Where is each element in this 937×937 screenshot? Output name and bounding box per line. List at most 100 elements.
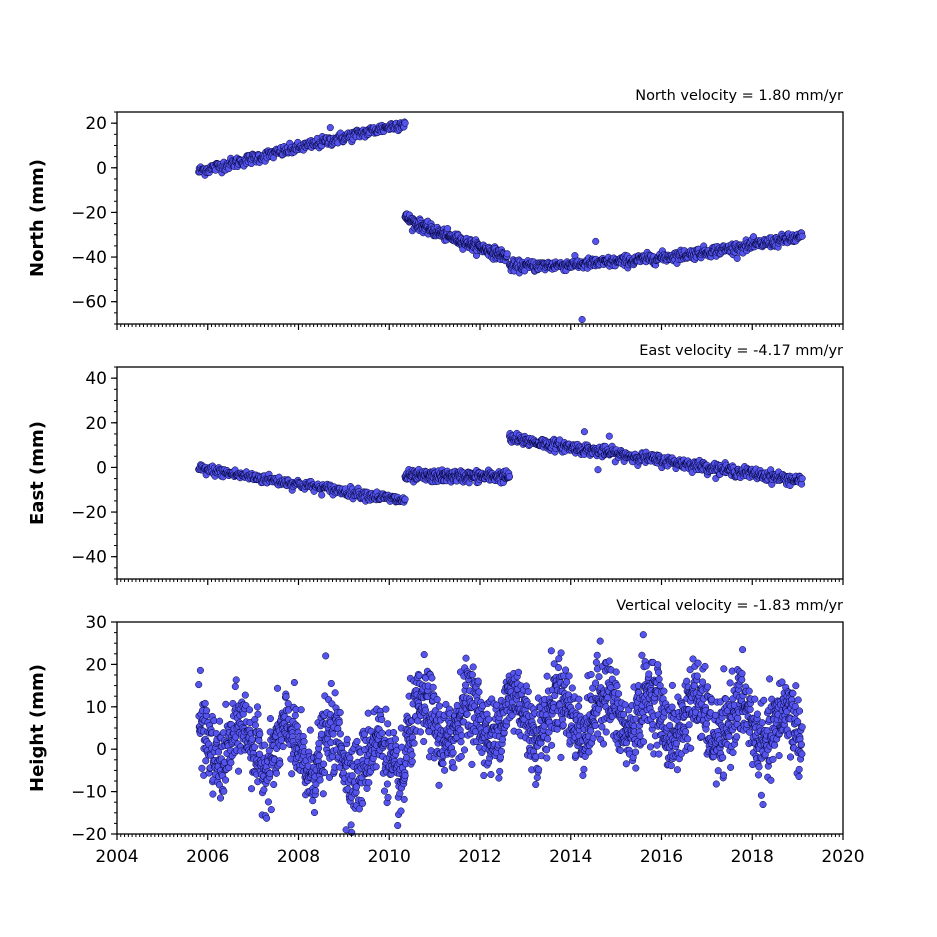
data-point <box>222 700 230 708</box>
data-point <box>602 728 610 736</box>
data-point <box>318 491 326 499</box>
north-y-axis-label: North (mm) <box>27 159 48 277</box>
data-point <box>557 753 565 761</box>
data-point <box>632 748 640 756</box>
data-point <box>682 728 690 736</box>
data-point <box>592 658 600 666</box>
data-point <box>276 760 284 768</box>
y-tick-label: 40 <box>85 369 107 389</box>
data-point <box>391 735 399 743</box>
data-point <box>760 696 768 704</box>
data-point <box>734 714 742 722</box>
data-point <box>457 738 465 746</box>
y-tick-label: 0 <box>96 458 107 478</box>
data-point <box>495 774 503 782</box>
data-point <box>694 659 702 667</box>
data-point <box>449 749 457 757</box>
data-point <box>315 752 323 760</box>
data-point <box>758 719 766 727</box>
data-point <box>384 793 392 801</box>
data-point <box>645 670 653 678</box>
data-point <box>592 237 600 245</box>
data-point <box>401 495 409 503</box>
data-point <box>263 814 271 822</box>
data-point <box>415 671 423 680</box>
data-point <box>383 780 391 788</box>
data-point <box>557 649 565 657</box>
data-point <box>266 715 274 723</box>
data-point <box>319 790 327 798</box>
data-point <box>253 703 262 711</box>
data-point <box>580 765 588 773</box>
data-point <box>335 719 343 727</box>
data-point <box>563 678 571 686</box>
data-point <box>400 795 408 803</box>
data-point <box>231 682 239 691</box>
data-point <box>251 721 259 729</box>
east-panel: East velocity = -4.17 mm/yr 40200−20−40 … <box>27 343 844 585</box>
data-point <box>565 672 573 680</box>
data-point <box>353 737 361 745</box>
data-point <box>798 232 806 240</box>
data-point <box>234 767 243 775</box>
data-point <box>428 674 436 682</box>
data-point <box>554 664 563 672</box>
data-point <box>754 771 763 779</box>
data-point <box>284 700 292 708</box>
data-point <box>798 750 806 758</box>
data-point <box>562 666 570 674</box>
data-point <box>480 771 488 780</box>
data-point <box>468 671 476 679</box>
north-panel: North velocity = 1.80 mm/yr 200−20−40−60… <box>27 88 844 330</box>
data-point <box>655 750 663 758</box>
data-point <box>260 786 268 794</box>
data-point <box>745 687 753 695</box>
data-point <box>753 710 761 718</box>
data-point <box>460 746 469 754</box>
data-point <box>719 771 728 779</box>
data-point <box>458 731 466 739</box>
data-point <box>769 755 777 763</box>
data-point <box>587 670 595 679</box>
data-point <box>322 652 330 660</box>
y-tick-label: −20 <box>71 503 107 523</box>
data-point <box>503 250 511 258</box>
data-point <box>216 717 224 725</box>
data-point <box>738 670 746 678</box>
data-point <box>329 730 337 738</box>
data-point <box>378 716 386 724</box>
data-point <box>599 740 608 748</box>
data-point <box>312 787 320 795</box>
data-point <box>714 767 722 775</box>
data-point <box>497 747 506 755</box>
data-point <box>638 651 646 659</box>
data-point <box>668 681 676 689</box>
data-point <box>702 720 711 728</box>
data-point <box>639 738 648 746</box>
data-point <box>559 721 567 729</box>
height-panel-title: Vertical velocity = -1.83 mm/yr <box>616 598 843 614</box>
data-point <box>535 765 543 774</box>
data-point <box>300 738 308 746</box>
data-point <box>699 678 707 686</box>
data-point <box>605 432 613 440</box>
data-point <box>615 690 623 698</box>
data-point <box>775 752 783 760</box>
data-point <box>795 772 803 781</box>
y-tick-label: −40 <box>71 248 107 268</box>
data-point <box>751 695 759 703</box>
data-point <box>420 737 428 746</box>
north-panel-title: North velocity = 1.80 mm/yr <box>635 88 843 104</box>
data-point <box>288 770 296 778</box>
data-point <box>435 781 443 789</box>
data-point <box>203 707 211 715</box>
data-point <box>291 711 299 719</box>
data-point <box>795 707 804 715</box>
data-point <box>654 661 662 669</box>
y-tick-label: −20 <box>71 203 107 223</box>
data-point <box>667 762 675 770</box>
data-point <box>524 688 532 696</box>
data-point <box>543 754 551 762</box>
data-point <box>655 668 663 676</box>
